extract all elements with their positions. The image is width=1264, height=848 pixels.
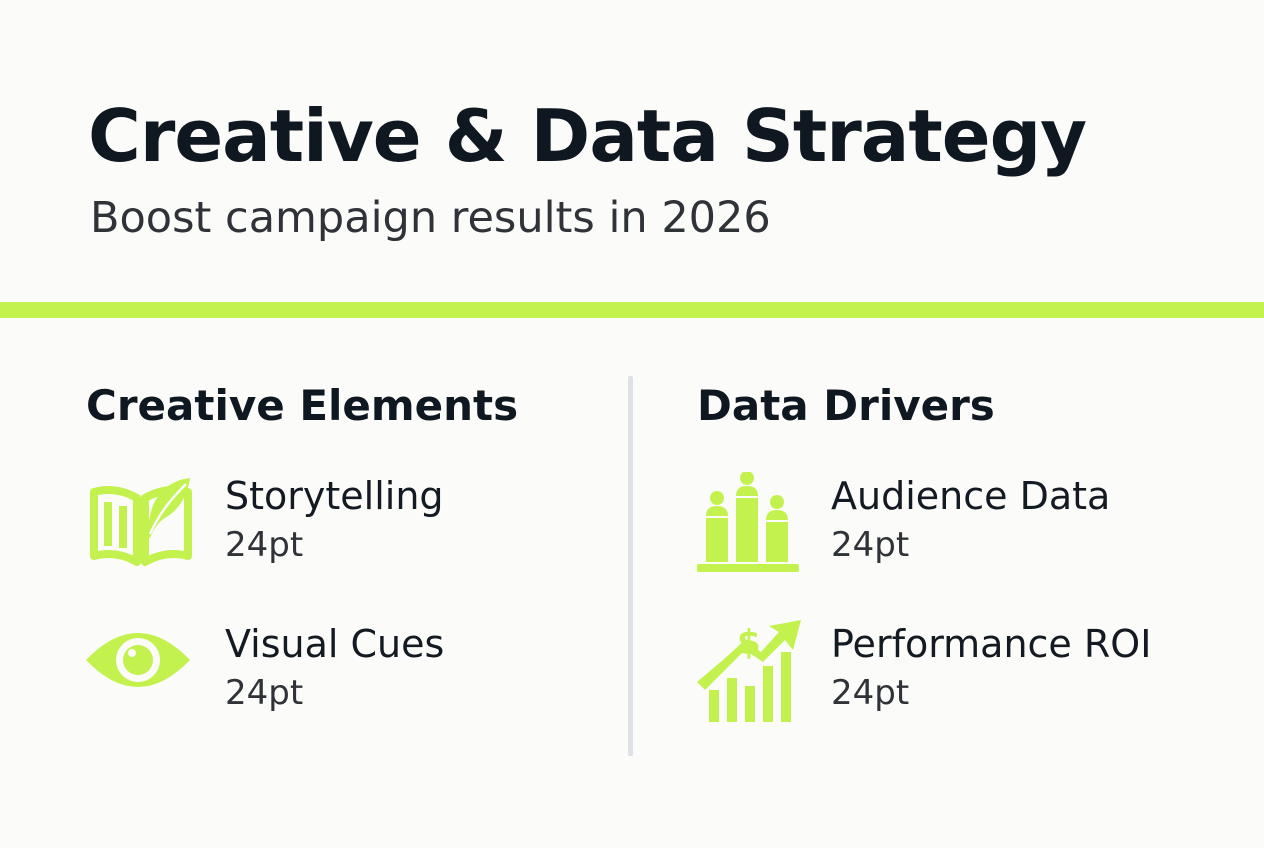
eye-icon	[86, 633, 190, 687]
audience-data-size: 24pt	[831, 525, 910, 565]
creative-elements-column: Creative Elements Storytelling 24pt Visu…	[86, 378, 519, 713]
accent-divider-bar	[0, 302, 1264, 318]
column-divider	[628, 376, 633, 756]
data-drivers-heading: Data Drivers	[697, 381, 995, 430]
page-title: Creative & Data Strategy	[88, 94, 1087, 178]
page-subtitle: Boost campaign results in 2026	[90, 193, 771, 243]
storytelling-item: Storytelling 24pt	[86, 472, 586, 592]
open-book-quill-icon	[90, 478, 192, 566]
visual-cues-label: Visual Cues	[225, 622, 445, 666]
audience-data-label: Audience Data	[831, 474, 1111, 518]
visual-cues-size: 24pt	[225, 673, 304, 713]
performance-roi-size: 24pt	[831, 673, 910, 713]
data-drivers-column: Data Drivers Audience Data 24pt	[697, 378, 1151, 722]
audience-bars-icon	[697, 472, 799, 572]
visual-cues-item: Visual Cues 24pt	[86, 620, 586, 740]
storytelling-size: 24pt	[225, 525, 304, 565]
audience-data-item: Audience Data 24pt	[697, 472, 1197, 592]
svg-text:$: $	[737, 623, 761, 663]
performance-roi-item: $ Performance ROI 24pt	[697, 620, 1197, 740]
creative-elements-heading: Creative Elements	[86, 381, 519, 430]
performance-roi-label: Performance ROI	[831, 622, 1152, 666]
growth-dollar-chart-icon: $	[697, 620, 801, 722]
storytelling-label: Storytelling	[225, 474, 444, 518]
